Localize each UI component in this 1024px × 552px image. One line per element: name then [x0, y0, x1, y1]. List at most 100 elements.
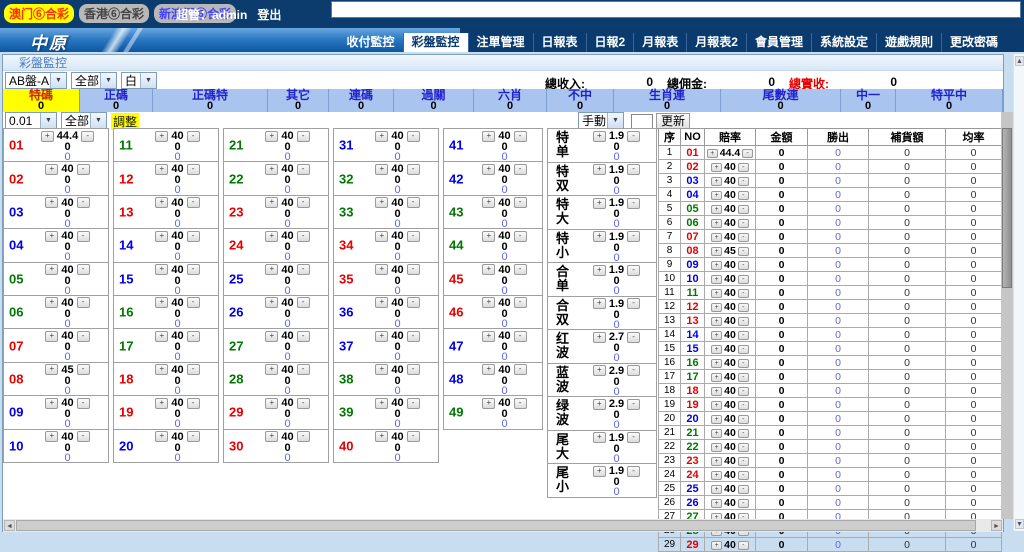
odds-increase-button[interactable]: + — [265, 397, 279, 409]
odds-increase-button[interactable]: + — [711, 358, 723, 368]
odds-increase-button[interactable]: + — [45, 431, 59, 443]
odds-decrease-button[interactable]: - — [296, 397, 310, 409]
odds-increase-button[interactable]: + — [592, 398, 606, 410]
odds-decrease-button[interactable]: - — [406, 364, 420, 376]
odds-decrease-button[interactable]: - — [186, 297, 200, 309]
odds-increase-button[interactable]: + — [45, 230, 59, 242]
odds-decrease-button[interactable]: - — [186, 130, 200, 142]
odds-decrease-button[interactable]: - — [406, 397, 420, 409]
odds-decrease-button[interactable]: - — [737, 540, 749, 550]
odds-increase-button[interactable]: + — [265, 297, 279, 309]
odds-decrease-button[interactable]: - — [76, 197, 90, 209]
game-tab-3[interactable]: 新澳门⑥合彩 — [154, 4, 237, 23]
odds-decrease-button[interactable]: - — [737, 260, 749, 270]
odds-increase-button[interactable]: + — [155, 364, 169, 376]
odds-decrease-button[interactable]: - — [627, 465, 641, 477]
odds-decrease-button[interactable]: - — [296, 330, 310, 342]
odds-increase-button[interactable]: + — [265, 431, 279, 443]
odds-increase-button[interactable]: + — [375, 230, 389, 242]
odds-increase-button[interactable]: + — [711, 344, 723, 354]
scope-select[interactable]: 全部 ▼ — [71, 72, 117, 89]
odds-decrease-button[interactable]: - — [627, 197, 641, 209]
tab-月報表[interactable]: 月報表 — [633, 33, 686, 52]
odds-decrease-button[interactable]: - — [186, 197, 200, 209]
odds-increase-button[interactable]: + — [711, 204, 723, 214]
game-tab-2[interactable]: 香港⑥合彩 — [79, 4, 150, 23]
odds-increase-button[interactable]: + — [45, 330, 59, 342]
odds-increase-button[interactable]: + — [711, 288, 723, 298]
odds-decrease-button[interactable]: - — [627, 432, 641, 443]
odds-increase-button[interactable]: + — [265, 230, 279, 242]
odds-decrease-button[interactable]: - — [737, 400, 749, 410]
odds-decrease-button[interactable]: - — [186, 163, 200, 175]
tab-收付監控[interactable]: 收付監控 — [346, 35, 395, 49]
odds-increase-button[interactable]: + — [592, 264, 606, 276]
odds-decrease-button[interactable]: - — [296, 163, 310, 175]
odds-decrease-button[interactable]: - — [406, 163, 420, 175]
odds-decrease-button[interactable]: - — [406, 297, 420, 309]
tab-月報表2[interactable]: 月報表2 — [686, 33, 746, 52]
tab-遊戲規則[interactable]: 遊戲規則 — [875, 33, 941, 52]
odds-increase-button[interactable]: + — [482, 230, 496, 242]
odds-decrease-button[interactable]: - — [296, 264, 310, 276]
odds-decrease-button[interactable]: - — [737, 246, 749, 256]
odds-increase-button[interactable]: + — [375, 197, 389, 209]
category-tab-尾數連[interactable]: 尾數連 0 — [721, 89, 841, 112]
page-scroll-down-button[interactable]: ▼ — [1015, 519, 1024, 529]
odds-decrease-button[interactable]: - — [737, 386, 749, 396]
category-tab-正碼[interactable]: 正碼 0 — [80, 89, 153, 112]
odds-increase-button[interactable]: + — [375, 431, 389, 443]
odds-decrease-button[interactable]: - — [627, 164, 641, 175]
odds-increase-button[interactable]: + — [482, 330, 496, 342]
odds-increase-button[interactable]: + — [592, 231, 606, 242]
color-select[interactable]: 白 ▼ — [121, 72, 157, 89]
scroll-right-button[interactable]: ► — [991, 520, 1002, 531]
odds-decrease-button[interactable]: - — [737, 414, 749, 424]
odds-increase-button[interactable]: + — [711, 442, 723, 452]
odds-increase-button[interactable]: + — [592, 197, 606, 209]
odds-increase-button[interactable]: + — [375, 163, 389, 175]
odds-increase-button[interactable]: + — [592, 465, 606, 477]
odds-increase-button[interactable]: + — [592, 432, 606, 443]
category-tab-中一[interactable]: 中一 0 — [841, 89, 896, 112]
odds-increase-button[interactable]: + — [265, 364, 279, 376]
odds-increase-button[interactable]: + — [482, 397, 496, 409]
odds-decrease-button[interactable]: - — [186, 264, 200, 276]
odds-increase-button[interactable]: + — [711, 260, 723, 270]
odds-decrease-button[interactable]: - — [737, 344, 749, 354]
odds-increase-button[interactable]: + — [155, 163, 169, 175]
odds-increase-button[interactable]: + — [482, 297, 496, 309]
odds-increase-button[interactable]: + — [45, 197, 59, 209]
table-scrollbar-thumb[interactable] — [1002, 128, 1012, 288]
odds-increase-button[interactable]: + — [155, 197, 169, 209]
category-tab-生肖連[interactable]: 生肖連 0 — [614, 89, 721, 112]
category-tab-其它[interactable]: 其它 0 — [268, 89, 329, 112]
odds-increase-button[interactable]: + — [592, 331, 606, 343]
odds-decrease-button[interactable]: - — [737, 484, 749, 494]
odds-increase-button[interactable]: + — [711, 190, 723, 200]
odds-decrease-button[interactable]: - — [627, 398, 641, 410]
update-button[interactable]: 更新 — [656, 113, 691, 129]
odds-increase-button[interactable]: + — [375, 397, 389, 409]
odds-increase-button[interactable]: + — [711, 470, 723, 480]
odds-increase-button[interactable]: + — [375, 264, 389, 276]
odds-increase-button[interactable]: + — [155, 431, 169, 443]
refresh-interval-input[interactable] — [631, 113, 653, 129]
mode-select[interactable]: 手動 ▼ — [578, 112, 624, 129]
odds-increase-button[interactable]: + — [265, 330, 279, 342]
odds-decrease-button[interactable]: - — [406, 431, 420, 443]
odds-increase-button[interactable]: + — [482, 264, 496, 276]
odds-decrease-button[interactable]: - — [627, 365, 641, 376]
odds-increase-button[interactable]: + — [711, 274, 723, 284]
odds-increase-button[interactable]: + — [45, 264, 59, 276]
odds-increase-button[interactable]: + — [711, 540, 723, 550]
odds-decrease-button[interactable]: - — [81, 130, 95, 142]
category-tab-特碼[interactable]: 特碼 0 — [3, 89, 80, 112]
tab-彩盤監控[interactable]: 彩盤監控 — [402, 33, 468, 52]
odds-increase-button[interactable]: + — [482, 197, 496, 209]
odds-increase-button[interactable]: + — [711, 386, 723, 396]
odds-increase-button[interactable]: + — [265, 264, 279, 276]
adjust-link[interactable]: 調整 — [111, 112, 140, 130]
odds-increase-button[interactable]: + — [592, 130, 606, 142]
odds-decrease-button[interactable]: - — [296, 431, 310, 443]
